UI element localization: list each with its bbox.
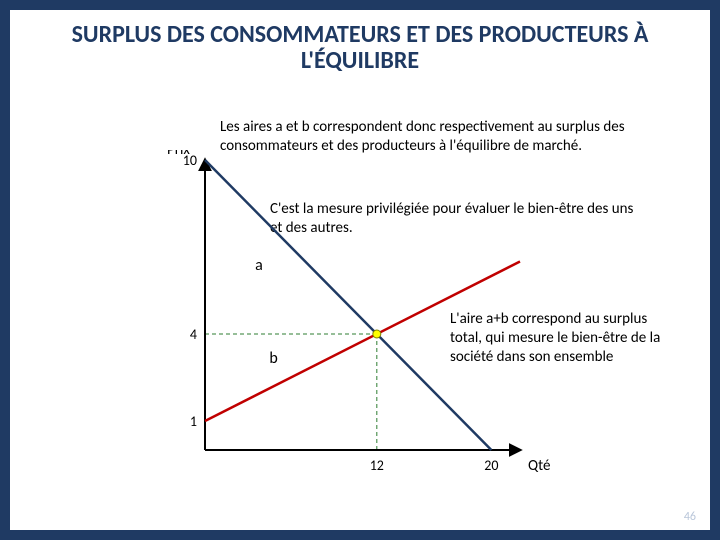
x-tick-label: 20 — [484, 457, 498, 474]
y-tick-label: 4 — [190, 326, 197, 343]
x-tick-label: 12 — [370, 457, 384, 474]
area-label-b: b — [269, 349, 277, 368]
y-axis-label: Prix — [167, 150, 190, 159]
y-tick-label: 1 — [190, 413, 197, 430]
supply-demand-chart: 10411220PrixQtéab — [100, 150, 640, 490]
supply-line — [205, 262, 520, 422]
area-label-a: a — [255, 256, 263, 275]
equilibrium-point — [373, 330, 381, 338]
x-axis-label: Qté — [528, 457, 550, 475]
demand-line — [205, 160, 491, 450]
page-number: 46 — [684, 510, 696, 524]
slide: SURPLUS DES CONSOMMATEURS ET DES PRODUCT… — [10, 10, 710, 530]
slide-title: SURPLUS DES CONSOMMATEURS ET DES PRODUCT… — [10, 22, 710, 75]
